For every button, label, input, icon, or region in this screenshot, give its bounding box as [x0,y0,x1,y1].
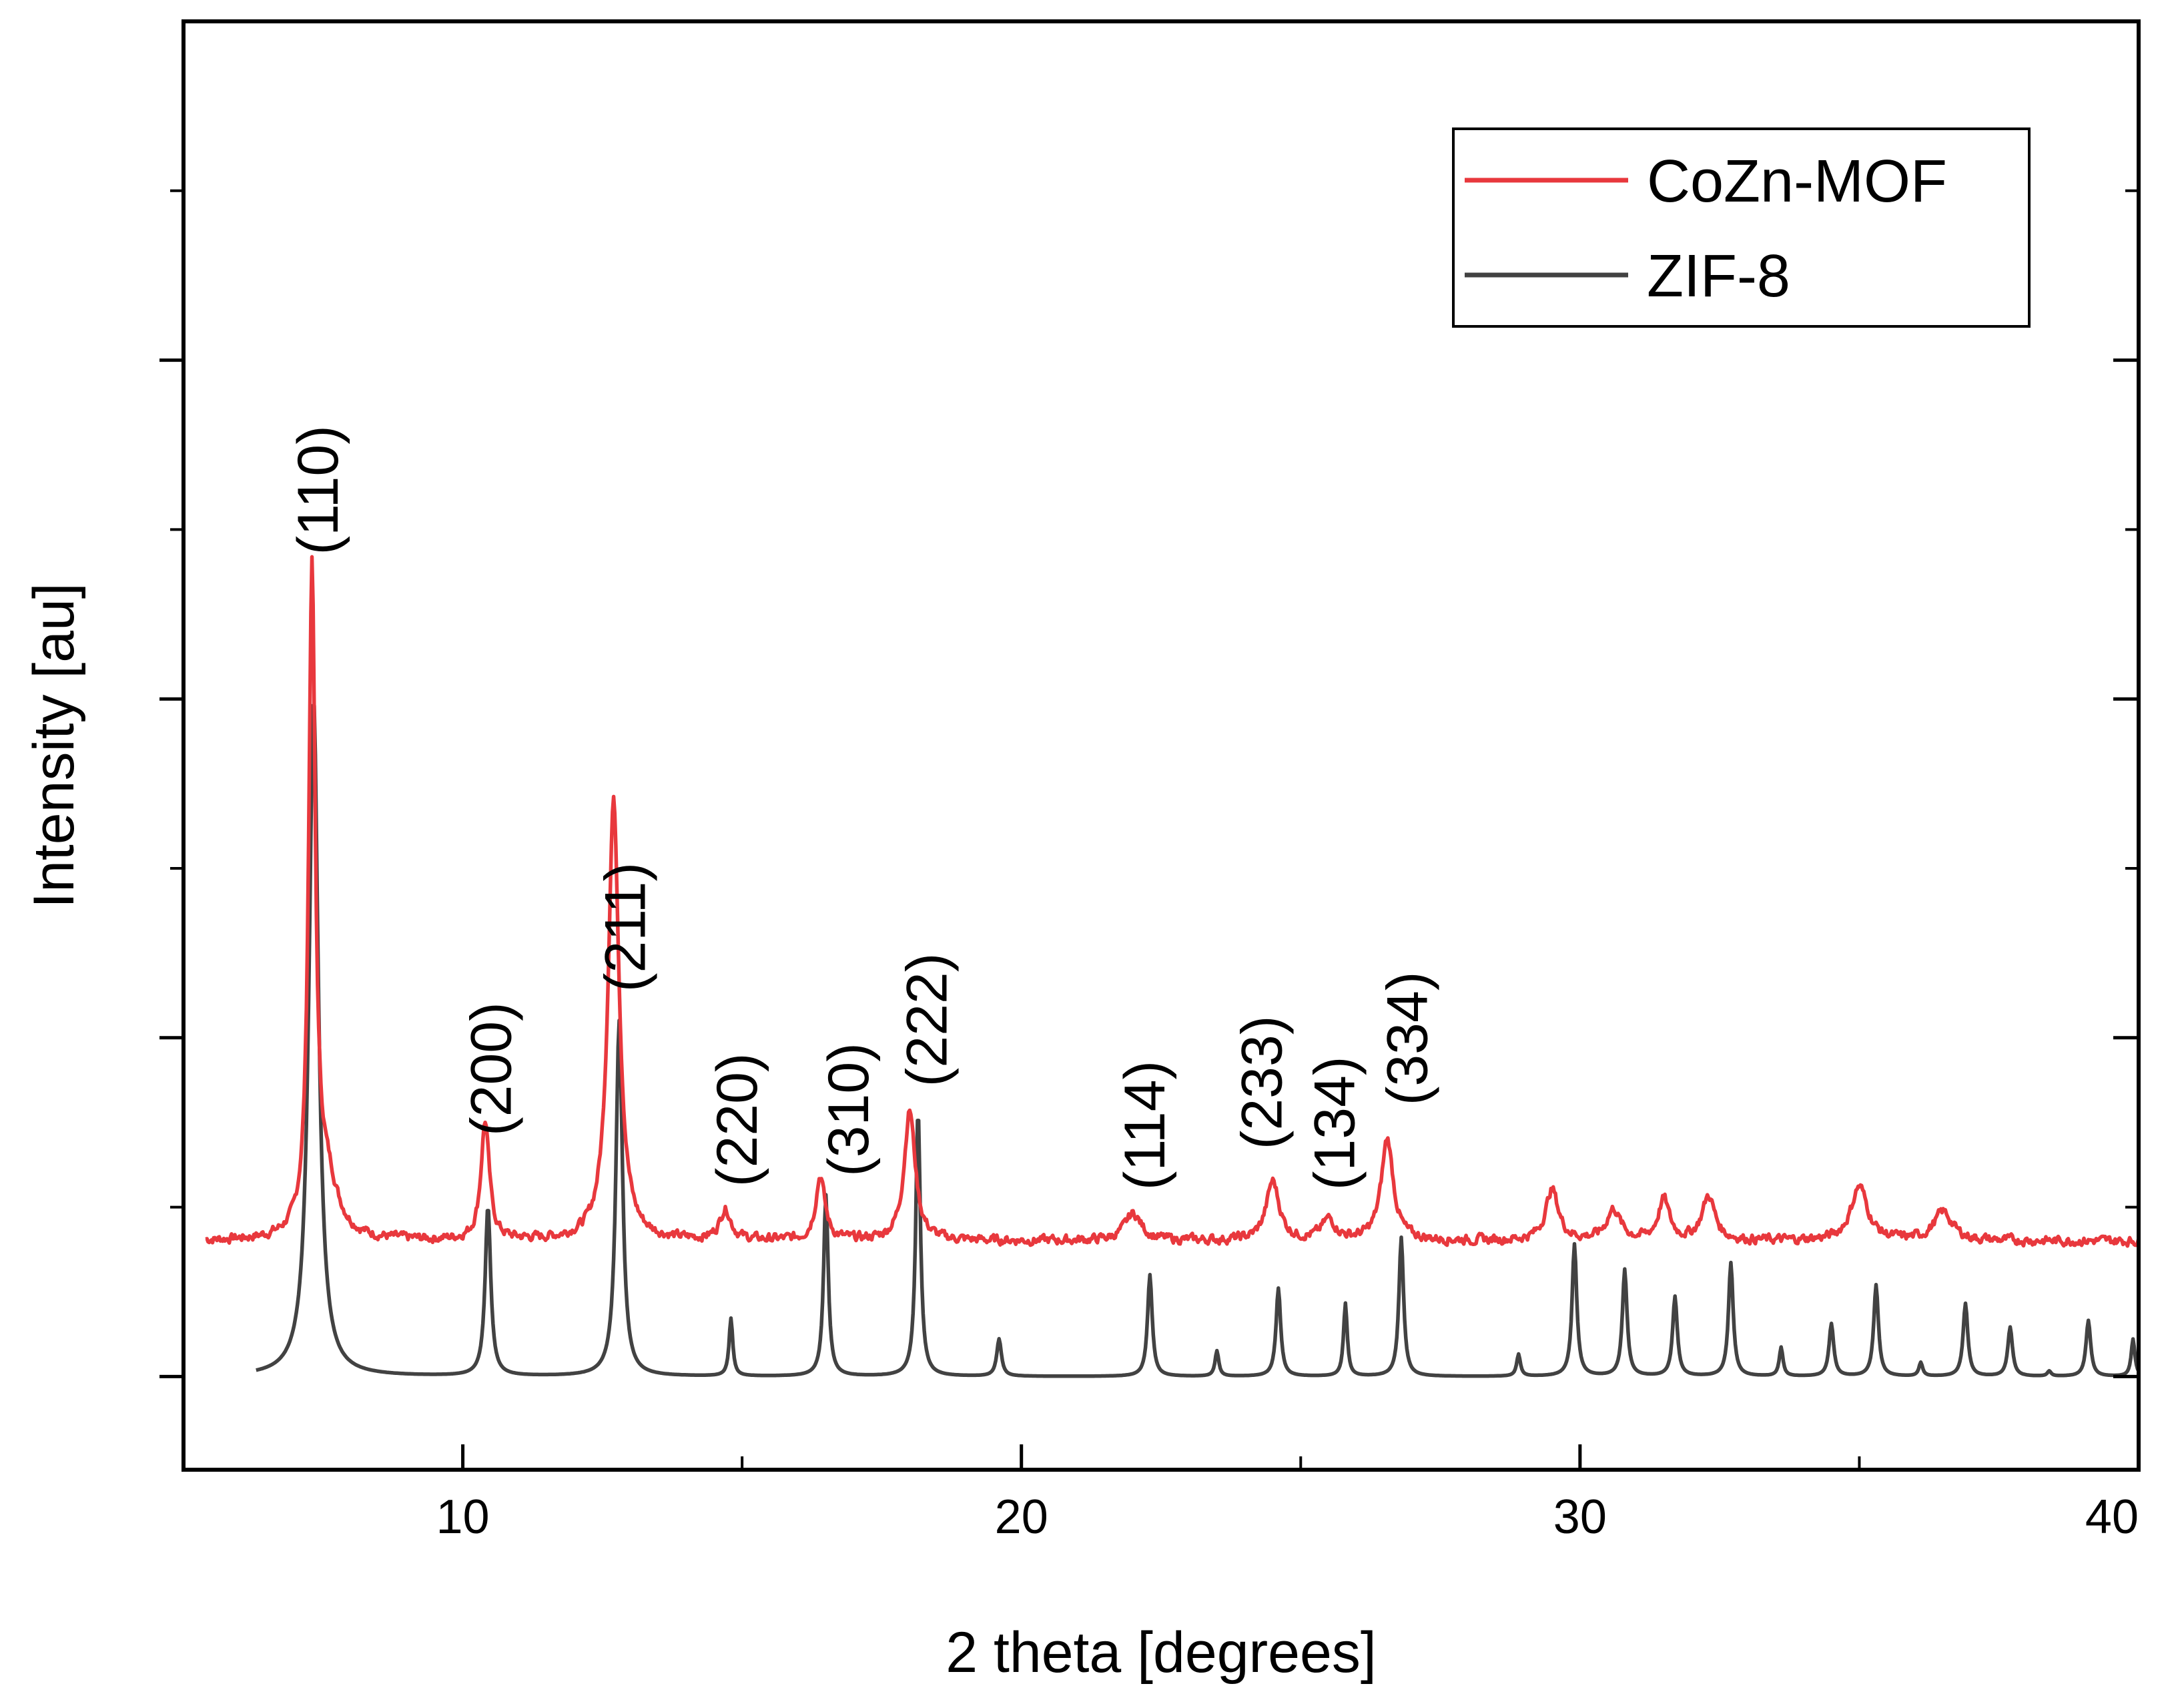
x-axis-title: 2 theta [degrees] [946,1621,1376,1685]
series-line-cozn-mof [205,555,2141,1248]
y-axis-title: Intensity [au] [22,583,86,908]
annotation-layer: (110) (200) (211) (220) (310)(222) (114) (233)… [286,425,1439,1190]
peak-annotation: (220) [705,1053,769,1187]
x-tick-label: 30 [1553,1490,1607,1544]
peak-annotation: (200) [459,1002,523,1136]
peak-annotation: (310) [817,1043,881,1177]
peak-annotation: (134) [1303,1056,1367,1190]
legend-box [1452,127,2031,328]
series-line-zif-8 [255,703,2141,1378]
series-layer [205,555,2141,1378]
peak-annotation: (211) [593,862,657,992]
tick-layer: 10 20 30 40 [159,189,2141,1544]
peak-annotation: (233) [1230,1016,1295,1150]
peak-annotation: (114) [1113,1061,1177,1190]
legend-label-zif-8: ZIF-8 [1647,243,1790,310]
legend: CoZn-MOF ZIF-8 [1452,127,2031,328]
x-tick-label: 10 [436,1490,490,1544]
x-tick-label: 20 [995,1490,1048,1544]
peak-annotation: (110) [286,425,350,555]
plot-frame [181,19,2141,1472]
x-tick-label: 40 [2085,1490,2139,1544]
legend-label-cozn-mof: CoZn-MOF [1647,148,1947,215]
peak-annotation: (222) [895,953,959,1087]
peak-annotation: (334) [1375,972,1439,1106]
